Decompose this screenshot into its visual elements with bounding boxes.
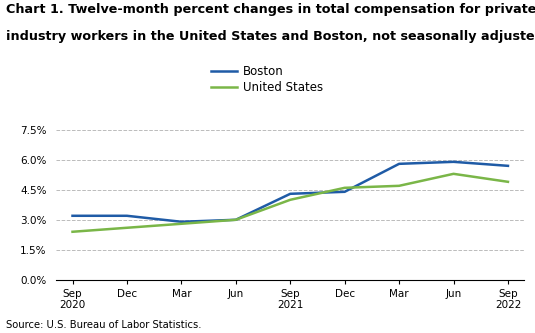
Text: industry workers in the United States and Boston, not seasonally adjusted: industry workers in the United States an… bbox=[6, 30, 535, 43]
Text: Source: U.S. Bureau of Labor Statistics.: Source: U.S. Bureau of Labor Statistics. bbox=[6, 320, 202, 330]
Text: Chart 1. Twelve-month percent changes in total compensation for private: Chart 1. Twelve-month percent changes in… bbox=[6, 3, 535, 16]
Legend: Boston, United States: Boston, United States bbox=[211, 66, 324, 94]
